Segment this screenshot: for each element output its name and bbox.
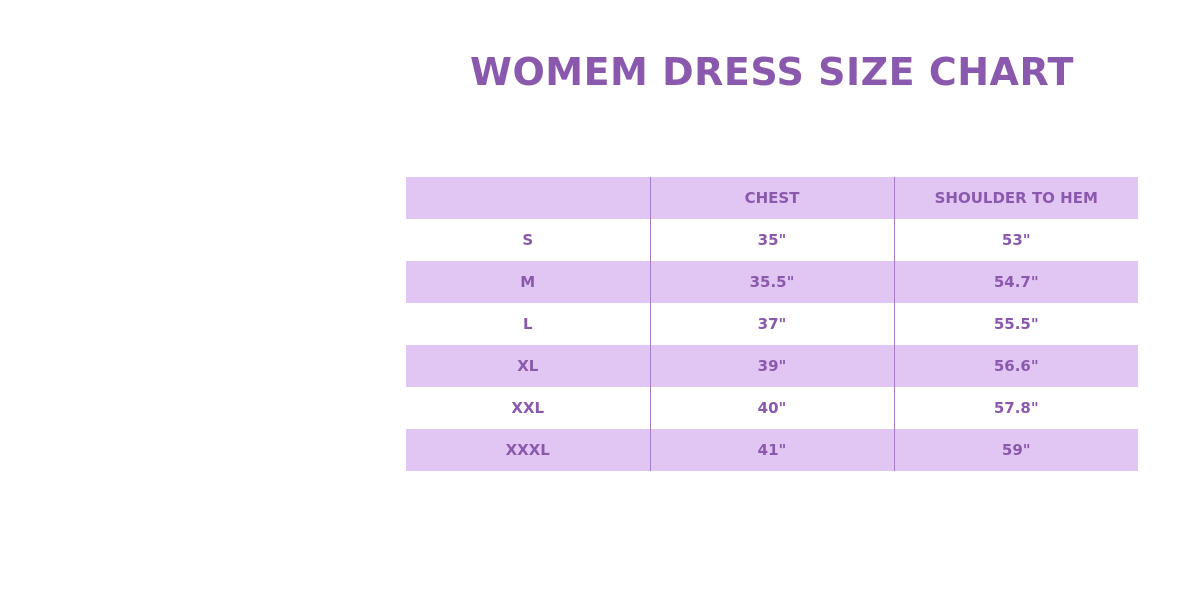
cell-shoulder-to-hem: 57.8" bbox=[993, 399, 1039, 417]
header-size bbox=[406, 177, 651, 219]
table-row: XXXL 41" 59" bbox=[406, 429, 1138, 471]
cell-chest: 35.5" bbox=[650, 261, 895, 303]
cell-shoulder-to-hem: 55.5" bbox=[993, 315, 1039, 333]
cell-size: M bbox=[406, 261, 651, 303]
cell-size: XXL bbox=[406, 387, 651, 429]
header-chest: CHEST bbox=[650, 177, 895, 219]
cell-size: XL bbox=[406, 345, 651, 387]
cell-chest: 37" bbox=[650, 303, 895, 345]
size-chart-table: CHEST SHOULDER TO HEM S 35" 53" M 35.5" 54.7"… bbox=[406, 177, 1138, 471]
table-row: S 35" 53" bbox=[406, 219, 1138, 261]
cell-size: XXXL bbox=[406, 429, 651, 471]
table-header-row: CHEST SHOULDER TO HEM bbox=[406, 177, 1138, 219]
table-row: M 35.5" 54.7" bbox=[406, 261, 1138, 303]
cell-size: L bbox=[406, 303, 651, 345]
cell-chest: 39" bbox=[650, 345, 895, 387]
table-row: XL 39" 56.6" bbox=[406, 345, 1138, 387]
header-shoulder-to-hem: SHOULDER TO HEM bbox=[894, 177, 1138, 219]
cell-chest: 35" bbox=[650, 219, 895, 261]
cell-chest: 40" bbox=[650, 387, 895, 429]
cell-shoulder-to-hem: 59" bbox=[894, 429, 1138, 471]
table-row: XXL 40" 57.8" bbox=[406, 387, 1138, 429]
table-row: L 37" 55.5" bbox=[406, 303, 1138, 345]
page-title: WOMEM DRESS SIZE CHART bbox=[470, 50, 1074, 94]
cell-shoulder-to-hem: 56.6" bbox=[894, 345, 1138, 387]
cell-size: S bbox=[406, 219, 651, 261]
cell-chest: 41" bbox=[650, 429, 895, 471]
cell-shoulder-to-hem: 54.7" bbox=[894, 261, 1138, 303]
cell-shoulder-to-hem: 53" bbox=[1001, 231, 1031, 249]
